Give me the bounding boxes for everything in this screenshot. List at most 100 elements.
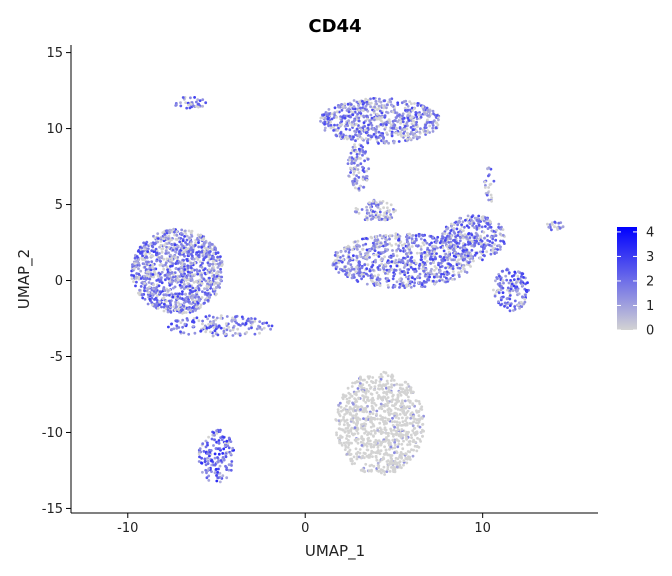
cell-point bbox=[412, 420, 416, 424]
cell-point bbox=[370, 124, 374, 127]
cell-point bbox=[378, 202, 382, 205]
cell-point bbox=[401, 112, 405, 116]
cell-point bbox=[198, 455, 201, 459]
cell-point bbox=[350, 457, 353, 461]
cell-point bbox=[363, 263, 367, 267]
cell-point bbox=[372, 464, 376, 468]
cell-point bbox=[342, 423, 346, 427]
cell-point bbox=[416, 102, 420, 105]
cell-point bbox=[456, 254, 460, 258]
cell-point bbox=[202, 243, 206, 247]
cell-point bbox=[153, 236, 157, 240]
cell-point bbox=[407, 395, 410, 399]
cell-point bbox=[357, 104, 360, 108]
cell-point bbox=[368, 248, 372, 252]
cell-point bbox=[174, 295, 177, 299]
cell-point bbox=[353, 145, 357, 149]
cell-point bbox=[376, 238, 380, 242]
cell-point bbox=[453, 232, 457, 235]
cell-point bbox=[367, 469, 371, 473]
cell-point bbox=[215, 325, 219, 329]
cell-point bbox=[414, 111, 418, 114]
cell-point bbox=[170, 328, 174, 331]
cell-point bbox=[395, 131, 398, 135]
cell-point bbox=[219, 255, 222, 258]
cell-point bbox=[388, 237, 391, 241]
cell-point bbox=[177, 267, 180, 271]
cell-point bbox=[224, 453, 228, 456]
cell-point bbox=[387, 434, 390, 438]
cell-point bbox=[337, 403, 340, 407]
cell-point bbox=[160, 270, 164, 274]
cell-point bbox=[417, 420, 421, 424]
cell-point bbox=[216, 255, 220, 259]
cell-point bbox=[397, 244, 401, 248]
cell-point bbox=[378, 380, 382, 383]
cell-point bbox=[208, 295, 211, 299]
cell-point bbox=[377, 255, 381, 258]
cell-point bbox=[382, 136, 385, 140]
cell-point bbox=[379, 442, 383, 445]
cell-point bbox=[365, 248, 369, 252]
cell-point bbox=[374, 235, 378, 239]
cell-point bbox=[152, 283, 156, 286]
cell-point bbox=[215, 316, 219, 320]
cell-point bbox=[191, 290, 195, 293]
cell-point bbox=[451, 278, 454, 281]
cell-point bbox=[198, 281, 202, 284]
cell-point bbox=[364, 105, 368, 108]
cell-point bbox=[152, 275, 156, 279]
cell-point bbox=[202, 302, 206, 305]
cell-point bbox=[432, 244, 436, 248]
cell-point bbox=[392, 141, 396, 145]
cell-point bbox=[198, 447, 202, 451]
cell-point bbox=[487, 186, 490, 189]
cell-point bbox=[355, 150, 358, 154]
cell-point bbox=[162, 264, 165, 268]
cell-point bbox=[352, 273, 356, 277]
cell-point bbox=[370, 392, 374, 396]
cell-point bbox=[413, 259, 416, 263]
cell-point bbox=[365, 114, 368, 118]
cell-point bbox=[499, 303, 502, 307]
cell-point bbox=[352, 99, 356, 102]
cell-point bbox=[347, 121, 351, 125]
cell-point bbox=[406, 108, 410, 112]
cell-point bbox=[386, 277, 389, 280]
cell-point bbox=[391, 252, 395, 256]
cell-point bbox=[197, 105, 200, 109]
cell-point bbox=[198, 278, 202, 282]
cell-point bbox=[418, 402, 422, 406]
cell-point bbox=[380, 257, 384, 261]
cell-point bbox=[214, 262, 218, 266]
cell-point bbox=[452, 248, 455, 252]
cell-point bbox=[202, 450, 206, 453]
cell-point bbox=[157, 284, 161, 288]
y-tick-label: 5 bbox=[55, 198, 63, 213]
cell-point bbox=[548, 223, 552, 227]
cell-point bbox=[372, 444, 376, 447]
cell-point bbox=[224, 455, 228, 459]
cell-point bbox=[183, 254, 186, 258]
cell-point bbox=[361, 237, 364, 241]
cell-point bbox=[137, 258, 141, 261]
cell-point bbox=[423, 274, 427, 278]
cell-point bbox=[507, 271, 511, 274]
cell-point bbox=[138, 245, 142, 249]
cell-point bbox=[220, 260, 224, 263]
cell-point bbox=[495, 251, 498, 255]
cell-point bbox=[345, 269, 349, 272]
cell-point bbox=[168, 268, 172, 272]
cell-point bbox=[486, 222, 490, 226]
cell-point bbox=[167, 246, 171, 249]
cell-point bbox=[364, 418, 368, 422]
y-tick-label: -5 bbox=[50, 350, 63, 365]
cell-point bbox=[351, 414, 355, 418]
cell-point bbox=[227, 326, 231, 329]
cell-point bbox=[477, 223, 481, 227]
cell-point bbox=[251, 320, 254, 324]
cell-point bbox=[385, 131, 388, 135]
cell-point bbox=[357, 152, 361, 156]
cell-point bbox=[344, 127, 348, 131]
cell-point bbox=[364, 242, 368, 246]
